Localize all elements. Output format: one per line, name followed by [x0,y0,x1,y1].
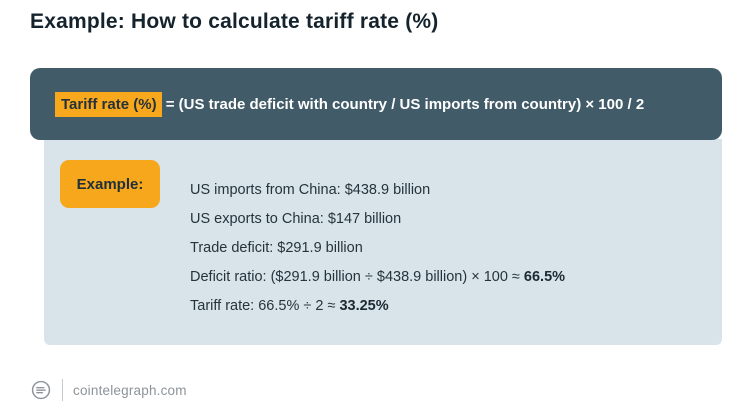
example-panel: Example: US imports from China: $438.9 b… [44,139,722,345]
footer: cointelegraph.com [30,379,187,401]
line-text: Tariff rate: 66.5% ÷ 2 ≈ [190,298,340,314]
example-line-deficit-ratio: Deficit ratio: ($291.9 billion ÷ $438.9 … [190,263,565,292]
footer-divider [62,379,63,401]
formula-bar: Tariff rate (%) = (US trade deficit with… [30,68,722,140]
line-text: Trade deficit: $291.9 billion [190,240,363,256]
formula-highlighted-term: Tariff rate (%) [55,91,162,117]
example-badge: Example: [60,160,160,208]
footer-brand-text: cointelegraph.com [73,382,187,398]
formula-expression: = (US trade deficit with country / US im… [161,95,645,113]
line-text: Deficit ratio: ($291.9 billion ÷ $438.9 … [190,269,524,285]
example-lines: US imports from China: $438.9 billion US… [190,176,565,321]
example-line-imports: US imports from China: $438.9 billion [190,176,565,205]
line-text: US imports from China: $438.9 billion [190,182,431,198]
line-text: US exports to China: $147 billion [190,211,402,227]
cointelegraph-logo-icon [30,379,52,401]
example-line-exports: US exports to China: $147 billion [190,205,565,234]
line-bold-value: 33.25% [339,298,389,314]
example-line-trade-deficit: Trade deficit: $291.9 billion [190,234,565,263]
example-line-tariff-rate: Tariff rate: 66.5% ÷ 2 ≈ 33.25% [190,292,565,321]
page-title: Example: How to calculate tariff rate (%… [30,10,439,33]
line-bold-value: 66.5% [523,269,566,285]
